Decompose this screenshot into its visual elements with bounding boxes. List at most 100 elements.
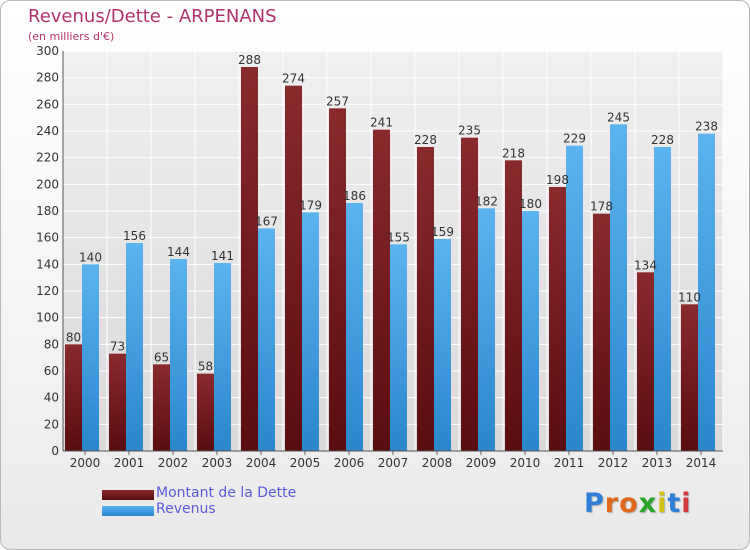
data-label-revenus: 229 <box>563 132 586 146</box>
y-tick-label: 20 <box>44 417 59 431</box>
bar-revenus <box>434 239 451 451</box>
bar-debt <box>285 85 302 452</box>
bar-revenus <box>698 133 715 451</box>
x-tick-label: 2009 <box>466 456 497 470</box>
bar-revenus <box>170 259 187 451</box>
data-label-revenus: 144 <box>167 245 190 259</box>
bar-debt <box>197 373 214 451</box>
x-tick-label: 2011 <box>554 456 585 470</box>
y-tick-label: 0 <box>51 444 59 458</box>
data-label-revenus: 167 <box>255 214 278 228</box>
y-tick-label: 80 <box>44 337 59 351</box>
y-tick-label: 200 <box>36 177 59 191</box>
legend-label-revenus: Revenus <box>156 501 216 517</box>
legend-label-debt: Montant de la Dette <box>156 485 297 501</box>
bar-revenus <box>302 212 319 451</box>
x-tick-label: 2008 <box>422 456 453 470</box>
y-tick-label: 60 <box>44 364 59 378</box>
bar-debt <box>65 344 82 451</box>
data-label-debt: 80 <box>66 330 81 344</box>
data-label-revenus: 155 <box>387 230 410 244</box>
data-label-debt: 73 <box>110 340 125 354</box>
bar-revenus <box>346 203 363 451</box>
bar-debt <box>417 147 434 451</box>
bar-debt <box>681 304 698 451</box>
data-label-debt: 134 <box>634 258 657 272</box>
y-tick-label: 100 <box>36 311 59 325</box>
bar-revenus <box>610 124 627 451</box>
bar-revenus <box>566 145 583 451</box>
data-label-debt: 110 <box>678 290 701 304</box>
data-label-revenus: 159 <box>431 225 454 239</box>
y-tick-label: 120 <box>36 284 59 298</box>
x-tick-label: 2000 <box>70 456 101 470</box>
y-tick-label: 240 <box>36 124 59 138</box>
x-tick-label: 2014 <box>686 456 717 470</box>
x-tick-label: 2010 <box>510 456 541 470</box>
y-tick-label: 260 <box>36 97 59 111</box>
data-label-revenus: 245 <box>607 110 630 124</box>
data-label-debt: 274 <box>282 72 305 86</box>
data-label-debt: 58 <box>198 360 213 374</box>
legend-swatch-debt <box>102 490 154 500</box>
bar-revenus <box>478 208 495 451</box>
data-label-debt: 257 <box>326 94 349 108</box>
y-tick-label: 180 <box>36 204 59 218</box>
x-tick-label: 2012 <box>598 456 629 470</box>
bar-debt <box>373 129 390 451</box>
bar-revenus <box>82 264 99 451</box>
y-tick-label: 160 <box>36 231 59 245</box>
data-label-debt: 288 <box>238 53 261 67</box>
data-label-debt: 228 <box>414 133 437 147</box>
data-label-debt: 178 <box>590 200 613 214</box>
data-label-debt: 198 <box>546 173 569 187</box>
data-label-revenus: 180 <box>519 197 542 211</box>
chart-title: Revenus/Dette - ARPENANS <box>28 6 277 27</box>
y-tick-label: 300 <box>36 44 59 58</box>
bar-revenus <box>214 263 231 451</box>
data-label-debt: 65 <box>154 350 169 364</box>
data-label-revenus: 140 <box>79 250 102 264</box>
x-tick-label: 2002 <box>158 456 189 470</box>
y-tick-label: 220 <box>36 151 59 165</box>
y-tick-label: 280 <box>36 71 59 85</box>
bar-debt <box>549 187 566 451</box>
proxiti-logo: Proxiti <box>584 488 692 519</box>
bar-revenus <box>522 211 539 451</box>
bar-debt <box>461 137 478 451</box>
bar-debt <box>329 108 346 451</box>
data-label-debt: 218 <box>502 146 525 160</box>
data-label-revenus: 228 <box>651 133 674 147</box>
data-label-revenus: 141 <box>211 249 234 263</box>
bar-revenus <box>654 147 671 451</box>
y-tick-label: 140 <box>36 257 59 271</box>
bar-revenus <box>258 228 275 451</box>
legend-swatch-revenus <box>102 506 154 516</box>
data-label-debt: 235 <box>458 124 481 138</box>
bar-debt <box>153 364 170 451</box>
x-tick-label: 2006 <box>334 456 365 470</box>
x-tick-label: 2001 <box>114 456 145 470</box>
chart-subtitle: (en milliers d'€) <box>28 30 115 43</box>
data-label-revenus: 156 <box>123 229 146 243</box>
bar-debt <box>637 272 654 451</box>
x-tick-label: 2003 <box>202 456 233 470</box>
bar-revenus <box>390 244 407 451</box>
data-label-revenus: 182 <box>475 194 498 208</box>
bar-debt <box>109 353 126 451</box>
bar-debt <box>241 67 258 451</box>
data-label-revenus: 179 <box>299 198 322 212</box>
x-tick-label: 2007 <box>378 456 409 470</box>
data-label-debt: 241 <box>370 116 393 130</box>
bar-revenus <box>126 243 143 451</box>
bar-debt <box>505 160 522 452</box>
x-tick-label: 2005 <box>290 456 321 470</box>
x-tick-label: 2004 <box>246 456 277 470</box>
y-tick-label: 40 <box>44 391 59 405</box>
bar-debt <box>593 213 610 451</box>
data-label-revenus: 186 <box>343 189 366 203</box>
data-label-revenus: 238 <box>695 120 718 134</box>
x-tick-label: 2013 <box>642 456 673 470</box>
